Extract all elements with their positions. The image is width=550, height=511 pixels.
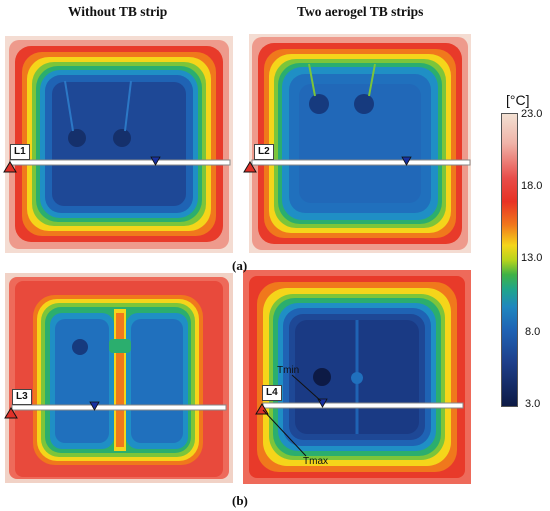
thermogram-two-aerogel-strips-a: [249, 34, 471, 253]
line-tag-l3: L3: [12, 389, 32, 405]
panel-label-a: (a): [232, 258, 248, 273]
tmax-leader: [262, 409, 307, 457]
panel-label-b: (b): [232, 493, 248, 508]
line-tag-l4: L4: [262, 385, 282, 401]
line-tag-l1: L1: [10, 144, 30, 160]
temperature-color-scale: [501, 113, 518, 407]
header-two-aerogel-strips: Two aerogel TB strips: [297, 4, 424, 19]
scale-tick-13: 13.0: [521, 252, 543, 264]
tmax-marker: [3, 161, 17, 173]
scale-tick-3: 3.0: [525, 398, 541, 410]
tmax-marker: [4, 407, 18, 419]
header-without-tb-strip: Without TB strip: [68, 4, 168, 19]
measurement-line-l2: [243, 156, 471, 173]
tmin-leader: [291, 374, 322, 402]
measurement-line-l4: [255, 374, 464, 457]
tmax-annotation: Tmax: [303, 456, 328, 467]
scale-tick-8: 8.0: [525, 326, 541, 338]
scale-unit-label: [°C]: [506, 92, 530, 108]
tmin-marker: [317, 398, 328, 408]
tmin-marker: [150, 156, 161, 166]
tmin-annotation: Tmin: [277, 365, 300, 376]
tmin-marker: [401, 156, 412, 166]
tmin-marker: [89, 401, 100, 411]
line-tag-l2: L2: [254, 144, 274, 160]
thermogram-without-tb-strip-a: [5, 36, 233, 253]
tmax-marker: [243, 161, 257, 173]
scale-tick-18: 18.0: [521, 180, 543, 192]
scale-tick-23: 23.0: [521, 108, 543, 120]
thermogram-without-tb-strip-b: [5, 273, 233, 483]
measurement-line-l3: [4, 401, 227, 419]
measurement-line-l1: [3, 156, 231, 173]
thermogram-two-aerogel-strips-b: [243, 270, 471, 484]
